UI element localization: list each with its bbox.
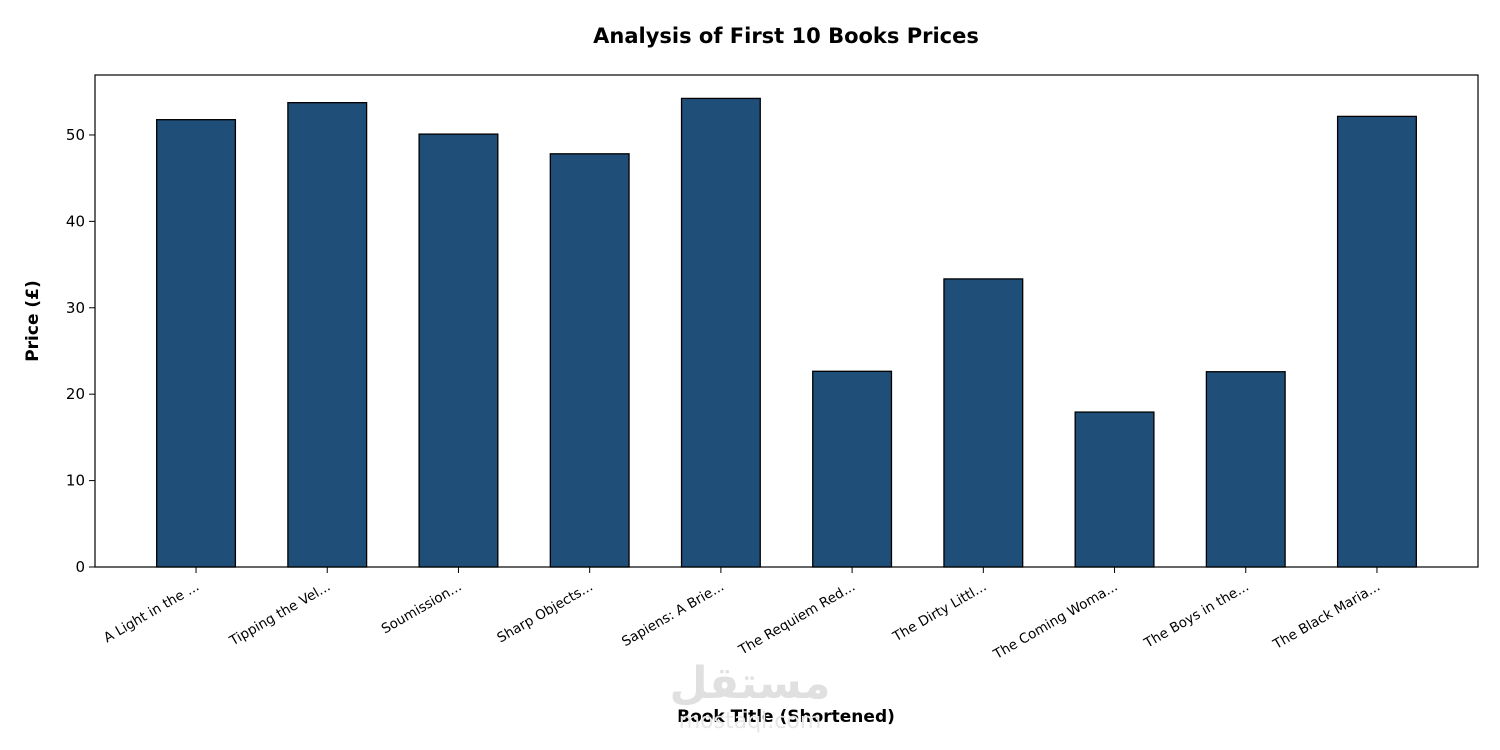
bar xyxy=(418,133,499,568)
y-tick-label: 0 xyxy=(75,558,85,576)
x-tick-label: The Black Maria... xyxy=(1270,579,1383,654)
bar xyxy=(680,97,761,568)
bar xyxy=(812,370,893,568)
chart-title: Analysis of First 10 Books Prices xyxy=(593,24,979,48)
y-tick-label: 10 xyxy=(66,472,85,490)
x-tick-label: A Light in the ... xyxy=(101,579,202,647)
bar xyxy=(1336,115,1417,568)
watermark: mostaql.com xyxy=(679,709,822,734)
y-tick-label: 20 xyxy=(66,385,85,403)
y-axis-label: Price (£) xyxy=(23,280,43,362)
bar xyxy=(1074,411,1155,568)
x-tick-label: Soumission... xyxy=(379,579,465,638)
bar xyxy=(1205,371,1286,568)
y-tick-label: 30 xyxy=(66,299,85,317)
bar xyxy=(156,119,237,568)
bar xyxy=(287,102,368,568)
watermark: مستقل xyxy=(670,658,831,709)
y-tick-label: 40 xyxy=(66,212,85,230)
x-axis-label: Book Title (Shortened) xyxy=(677,707,895,727)
x-tick-label: The Coming Woma... xyxy=(990,579,1121,664)
x-tick-label: The Dirty Littl... xyxy=(889,579,989,646)
x-tick-label: The Boys in the... xyxy=(1141,579,1252,652)
x-tick-label: The Requiem Red... xyxy=(735,579,858,659)
bar xyxy=(549,153,630,568)
bar xyxy=(943,278,1024,568)
x-tick-label: Sapiens: A Brie... xyxy=(619,579,727,650)
x-tick-label: Sharp Objects... xyxy=(494,579,595,647)
x-tick-label: Tipping the Vel... xyxy=(226,579,333,650)
y-tick-label: 50 xyxy=(66,126,85,144)
plot-frame xyxy=(94,74,1479,568)
